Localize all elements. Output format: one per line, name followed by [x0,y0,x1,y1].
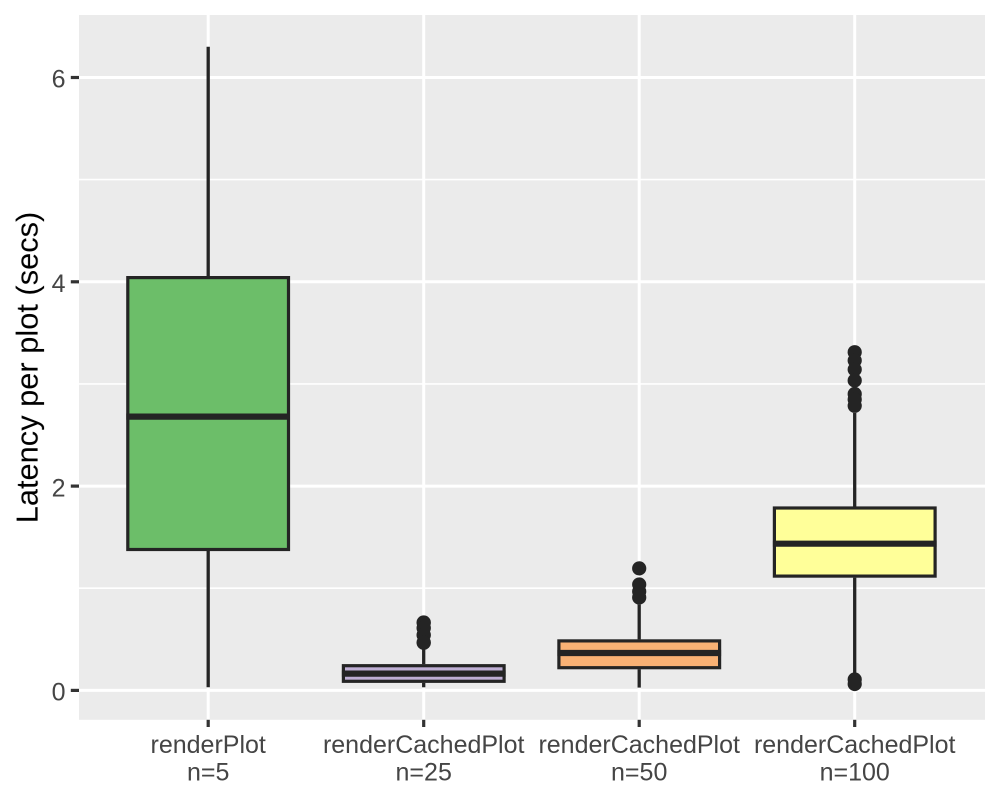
svg-text:2: 2 [52,474,66,502]
svg-text:4: 4 [52,270,66,298]
svg-text:0: 0 [52,679,66,707]
svg-text:renderCachedPlot: renderCachedPlot [538,731,740,759]
svg-text:n=50: n=50 [611,759,667,787]
svg-text:n=5: n=5 [187,759,229,787]
svg-text:renderCachedPlot: renderCachedPlot [754,731,956,759]
svg-text:n=100: n=100 [820,759,890,787]
svg-text:6: 6 [52,66,66,94]
svg-text:renderCachedPlot: renderCachedPlot [323,731,525,759]
svg-text:Latency per plot (secs): Latency per plot (secs) [10,212,45,524]
svg-text:renderPlot: renderPlot [151,731,266,759]
svg-text:n=25: n=25 [396,759,452,787]
